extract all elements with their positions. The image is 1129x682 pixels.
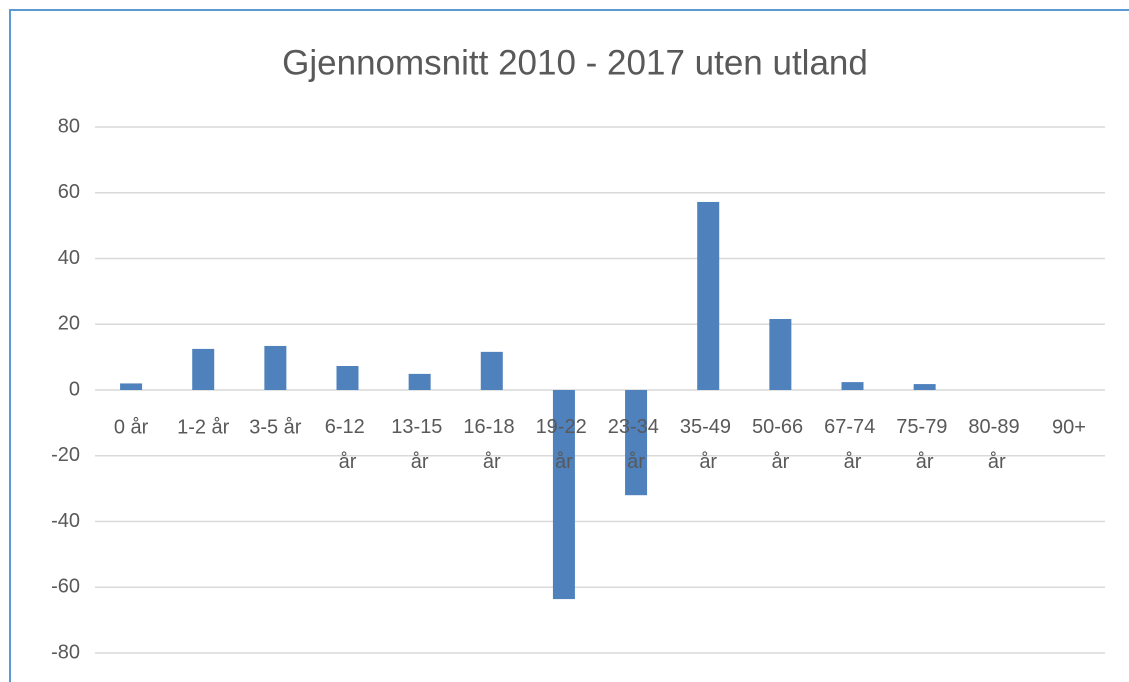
x-tick-label: 0 år bbox=[114, 416, 149, 438]
x-tick-label: 23-34 år bbox=[608, 416, 665, 473]
bar bbox=[697, 201, 720, 390]
y-tick-label: 20 bbox=[58, 313, 80, 335]
bar bbox=[120, 383, 143, 390]
x-tick-label: 35-49 år bbox=[680, 416, 737, 473]
x-tick-label: 6-12 år bbox=[325, 416, 371, 473]
y-tick-label: 40 bbox=[58, 247, 80, 269]
bar bbox=[769, 318, 792, 390]
y-tick-label: 60 bbox=[58, 181, 80, 203]
bar bbox=[336, 366, 359, 390]
x-tick-label: 80-89 år bbox=[968, 416, 1025, 473]
x-tick-label: 16-18 år bbox=[463, 416, 520, 473]
y-tick-label: 80 bbox=[58, 115, 80, 137]
y-tick-label: 0 bbox=[69, 378, 80, 400]
y-tick-label: -80 bbox=[51, 641, 80, 663]
bar bbox=[552, 390, 575, 600]
x-tick-label: 67-74 år bbox=[824, 416, 881, 473]
bar bbox=[264, 345, 287, 390]
chart-title: Gjennomsnitt 2010 - 2017 uten utland bbox=[282, 43, 868, 82]
y-tick-label: -40 bbox=[51, 510, 80, 532]
bar bbox=[408, 373, 431, 390]
x-tick-label: 75-79 år bbox=[896, 416, 953, 473]
y-tick-label: -60 bbox=[51, 576, 80, 598]
x-tick-label: 1-2 år bbox=[177, 416, 230, 438]
bar bbox=[913, 384, 936, 390]
bar bbox=[480, 351, 503, 390]
x-tick-label: 3-5 år bbox=[249, 416, 302, 438]
bar bbox=[625, 390, 648, 496]
bar bbox=[841, 382, 864, 390]
x-tick-label: 19-22 år bbox=[536, 416, 593, 473]
x-tick-label: 13-15 år bbox=[391, 416, 448, 473]
x-tick-label: 50-66 år bbox=[752, 416, 809, 473]
bar bbox=[192, 348, 215, 390]
y-tick-label: -20 bbox=[51, 444, 80, 466]
x-tick-label: 90+ bbox=[1052, 416, 1086, 438]
chart-frame bbox=[9, 9, 1129, 682]
